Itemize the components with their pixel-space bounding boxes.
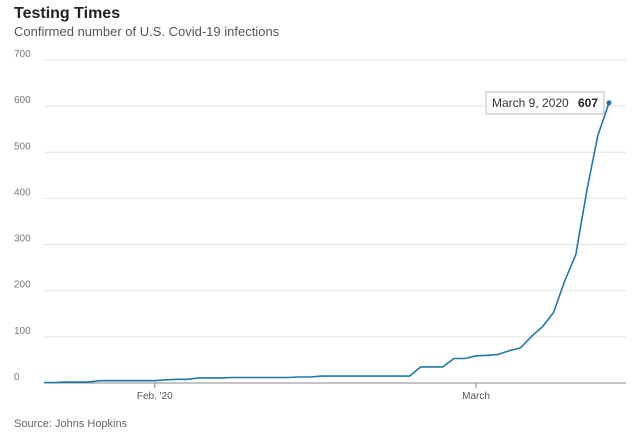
y-tick-label: 200 (14, 280, 31, 291)
tooltip-value: 607 (578, 96, 598, 110)
x-tick-label: Feb. '20 (137, 391, 173, 402)
chart-subtitle: Confirmed number of U.S. Covid-19 infect… (14, 24, 280, 39)
y-tick-label: 400 (14, 187, 31, 198)
y-tick-label: 300 (14, 234, 31, 245)
series-line (44, 102, 610, 384)
y-tick-label: 100 (14, 326, 31, 337)
chart-title: Testing Times (14, 5, 121, 22)
y-tick-label: 600 (14, 95, 31, 106)
last-data-point[interactable] (606, 100, 612, 106)
x-tick-label: March (462, 391, 490, 402)
y-tick-label: 500 (14, 141, 31, 152)
tooltip-box (485, 91, 605, 115)
y-tick-label: 700 (14, 49, 31, 60)
y-tick-label: 0 (14, 372, 20, 383)
tooltip: March 9, 2020 607 (485, 91, 605, 115)
chart-source: Source: Johns Hopkins (14, 418, 128, 430)
tooltip-date: March 9, 2020 (492, 96, 569, 110)
